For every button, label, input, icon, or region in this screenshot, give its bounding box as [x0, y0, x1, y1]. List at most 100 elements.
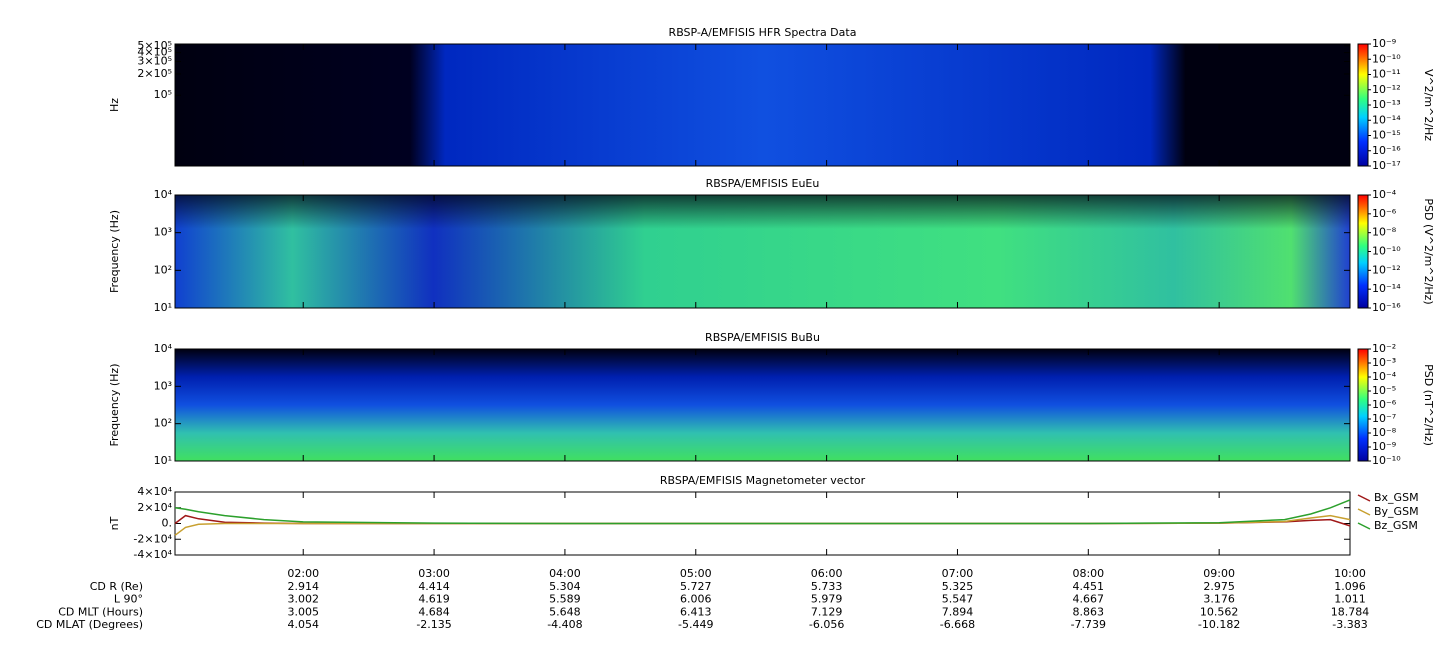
y-tick-label: 10² — [154, 263, 172, 276]
ephemeris-value: 6.006 — [680, 593, 712, 606]
ephemeris-value: 10.562 — [1200, 605, 1239, 618]
colorbar-tick-label: 10⁻⁷ — [1372, 412, 1396, 425]
ephemeris-value: -5.449 — [678, 618, 713, 631]
colorbar-tick-label: 10⁻¹⁴ — [1372, 282, 1401, 295]
panel-title: RBSP-A/EMFISIS HFR Spectra Data — [669, 26, 857, 39]
y-tick-label: 10² — [154, 417, 172, 430]
x-tick-label: 09:00 — [1203, 567, 1235, 580]
legend-swatch — [1357, 494, 1371, 502]
colorbar-tick-label: 10⁻¹⁰ — [1372, 52, 1401, 65]
y-axis-label: Frequency (Hz) — [108, 364, 121, 447]
y-tick-label: 5×10⁵ — [137, 39, 172, 52]
ephemeris-value: 5.547 — [942, 593, 974, 606]
spectrogram-image — [175, 349, 1350, 461]
ephemeris-value: 1.096 — [1334, 580, 1366, 593]
ephemeris-value: 3.176 — [1203, 593, 1235, 606]
ephemeris-value: 5.304 — [549, 580, 581, 593]
y-tick-label: 3×10⁵ — [137, 54, 172, 67]
ephemeris-value: -2.135 — [416, 618, 451, 631]
colorbar — [1357, 348, 1369, 462]
colorbar-tick-label: 10⁻⁹ — [1372, 37, 1396, 50]
colorbar-tick-label: 10⁻² — [1372, 342, 1396, 355]
ephemeris-value: 3.002 — [287, 593, 319, 606]
colorbar — [1357, 43, 1369, 167]
plot-frame — [174, 43, 1351, 167]
x-tick-label: 02:00 — [287, 567, 319, 580]
y-tick-label: 10⁴ — [154, 188, 173, 201]
colorbar-tick-label: 10⁻¹⁶ — [1372, 144, 1401, 157]
ephemeris-label: CD MLAT (Degrees) — [36, 618, 143, 631]
ephemeris-value: 7.129 — [811, 605, 843, 618]
ephemeris-value: 6.413 — [680, 605, 712, 618]
colorbar-label: V^2/m^2/Hz — [1422, 69, 1435, 141]
y-tick-label: 0. — [162, 517, 173, 530]
colorbar-tick-label: 10⁻⁸ — [1372, 226, 1397, 239]
y-tick-label: 10¹ — [154, 454, 172, 467]
legend-swatch — [1357, 508, 1371, 516]
ephemeris-value: 2.975 — [1203, 580, 1235, 593]
x-tick-label: 04:00 — [549, 567, 581, 580]
y-tick-label: -4×10⁴ — [133, 548, 172, 561]
ephemeris-value: 4.619 — [418, 593, 450, 606]
y-tick-label: -2×10⁴ — [133, 532, 172, 545]
ephemeris-label: L 90° — [114, 593, 143, 606]
ephemeris-label: CD R (Re) — [90, 580, 143, 593]
y-tick-label: 10⁴ — [154, 342, 173, 355]
ephemeris-value: 18.784 — [1331, 605, 1370, 618]
ephemeris-value: 7.894 — [942, 605, 974, 618]
ephemeris-value: 4.667 — [1073, 593, 1105, 606]
x-tick-label: 03:00 — [418, 567, 450, 580]
legend-label: Bz_GSM — [1374, 519, 1418, 532]
ephemeris-value: 4.684 — [418, 605, 450, 618]
x-tick-label: 05:00 — [680, 567, 712, 580]
spectrogram-image — [175, 44, 1350, 166]
colorbar-tick-label: 10⁻¹⁶ — [1372, 301, 1401, 314]
ephemeris-label: CD MLT (Hours) — [58, 605, 143, 618]
ephemeris-value: -7.739 — [1071, 618, 1106, 631]
panel-title: RBSPA/EMFISIS EuEu — [706, 177, 820, 190]
ephemeris-value: 2.914 — [287, 580, 319, 593]
plot-frame — [174, 194, 1351, 309]
x-tick-label: 07:00 — [942, 567, 974, 580]
y-tick-label: 10¹ — [154, 301, 172, 314]
colorbar-tick-label: 10⁻¹³ — [1372, 98, 1401, 111]
ephemeris-value: 5.589 — [549, 593, 581, 606]
colorbar-tick-label: 10⁻¹⁰ — [1372, 454, 1401, 467]
colorbar-tick-label: 10⁻⁶ — [1372, 207, 1397, 220]
colorbar-tick-label: 10⁻¹² — [1372, 263, 1401, 276]
legend-label: By_GSM — [1374, 505, 1419, 518]
ephemeris-value: -6.056 — [809, 618, 844, 631]
series-line — [174, 499, 1351, 525]
y-axis-label: nT — [108, 516, 121, 530]
plot-frame — [174, 348, 1351, 462]
x-tick-label: 10:00 — [1334, 567, 1366, 580]
panel-title: RBSPA/EMFISIS BuBu — [705, 331, 820, 344]
y-tick-label: 10⁵ — [154, 88, 172, 101]
ephemeris-value: 8.863 — [1073, 605, 1105, 618]
legend-swatch — [1357, 522, 1371, 530]
spectrogram-backgrounds — [175, 44, 1350, 461]
y-tick-label: 2×10⁴ — [137, 501, 172, 514]
colorbar-tick-label: 10⁻¹⁵ — [1372, 129, 1401, 142]
colorbar-tick-label: 10⁻⁶ — [1372, 398, 1397, 411]
ephemeris-value: -4.408 — [547, 618, 582, 631]
ephemeris-value: 5.733 — [811, 580, 843, 593]
colorbar-tick-label: 10⁻¹⁰ — [1372, 245, 1401, 258]
ephemeris-value: -3.383 — [1332, 618, 1367, 631]
ephemeris-value: -10.182 — [1198, 618, 1240, 631]
colorbar-tick-label: 10⁻⁵ — [1372, 384, 1396, 397]
ephemeris-value: 4.451 — [1073, 580, 1105, 593]
ephemeris-value: 3.005 — [287, 605, 319, 618]
colorbar-label: PSD (V^2/m^2/Hz) — [1422, 198, 1435, 304]
ephemeris-value: 5.325 — [942, 580, 974, 593]
y-tick-label: 4×10⁵ — [137, 46, 172, 59]
legend-label: Bx_GSM — [1374, 491, 1419, 504]
y-tick-label: 10³ — [154, 379, 172, 392]
x-tick-label: 08:00 — [1072, 567, 1104, 580]
colorbar-tick-label: 10⁻⁴ — [1372, 188, 1397, 201]
panel-title: RBSPA/EMFISIS Magnetometer vector — [660, 474, 866, 487]
colorbar-tick-label: 10⁻¹⁴ — [1372, 113, 1401, 126]
colorbar-tick-label: 10⁻⁴ — [1372, 370, 1397, 383]
y-axis-label: Hz — [108, 98, 121, 112]
